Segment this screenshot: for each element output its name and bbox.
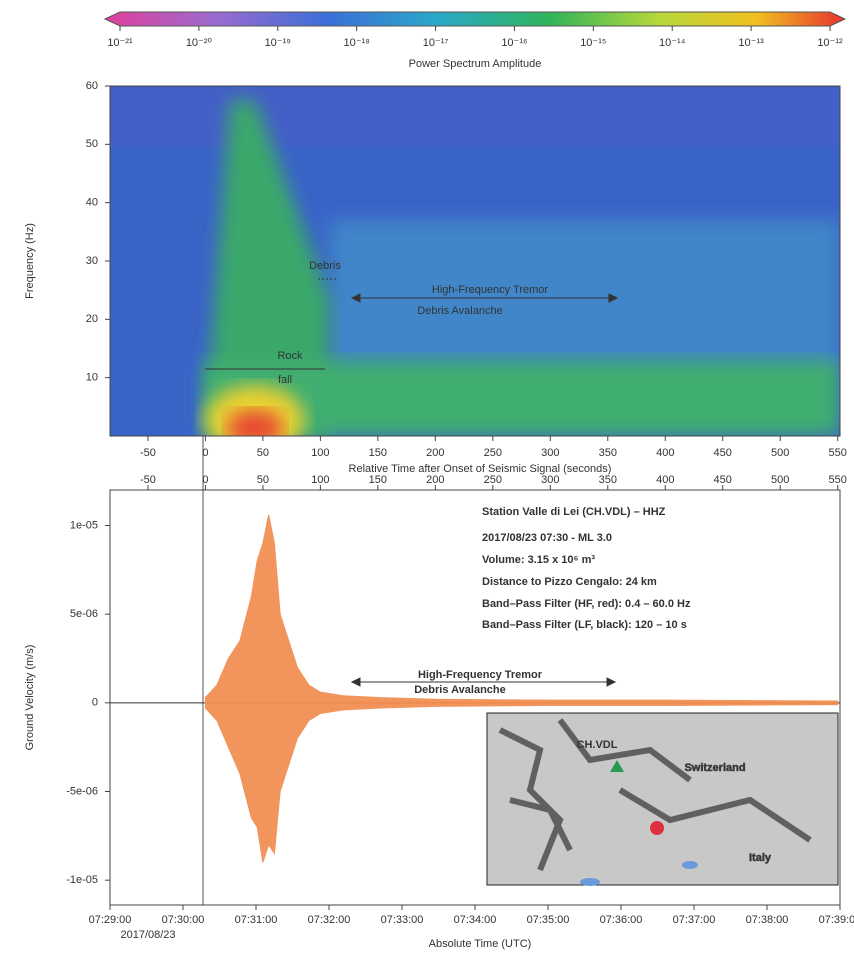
- info-text: Volume: 3.15 x 10⁶ m³: [482, 554, 595, 566]
- x-tick-label: 50: [257, 447, 269, 459]
- x-tick-label: 10⁻²⁰: [186, 37, 213, 49]
- y-tick-label: 60: [86, 80, 98, 92]
- y-tick-label: -5e-06: [66, 785, 98, 797]
- x-tick-label: 100: [311, 447, 329, 459]
- annotation: fall: [278, 374, 292, 386]
- map-inset: [486, 712, 839, 886]
- x-tick-label: 07:34:00: [454, 914, 497, 926]
- y-axis-label: Frequency (Hz): [24, 223, 36, 299]
- x-axis-label: Absolute Time (UTC): [429, 938, 532, 950]
- x-tick-label: 250: [484, 447, 502, 459]
- x-tick-label: 50: [257, 474, 269, 486]
- colorbar: [103, 11, 847, 27]
- x-tick-label: 300: [541, 447, 559, 459]
- x-tick-label: 450: [714, 447, 732, 459]
- x-tick-label: 350: [599, 474, 617, 486]
- spectrogram-arrows: [205, 278, 619, 370]
- x-tick-label: 0: [202, 447, 208, 459]
- x-tick-label: 07:32:00: [308, 914, 351, 926]
- x-tick-label: 07:33:00: [381, 914, 424, 926]
- x-tick-label: 07:29:00: [89, 914, 132, 926]
- x-tick-label: 10⁻¹⁵: [580, 37, 606, 49]
- date-label: 2017/08/23: [120, 929, 175, 941]
- x-tick-label: 550: [829, 474, 847, 486]
- annotation: Debris Avalanche: [414, 684, 506, 696]
- y-tick-label: -1e-05: [66, 874, 98, 886]
- info-text: Band–Pass Filter (HF, red): 0.4 – 60.0 H…: [482, 598, 691, 610]
- x-tick-label: 250: [484, 474, 502, 486]
- x-tick-label: -50: [140, 474, 156, 486]
- x-tick-label: 400: [656, 447, 674, 459]
- x-axis-label: Relative Time after Onset of Seismic Sig…: [349, 463, 612, 475]
- x-tick-label: 07:31:00: [235, 914, 278, 926]
- waveform: [204, 702, 839, 863]
- y-tick-label: 0: [92, 697, 98, 709]
- x-tick-label: 500: [771, 447, 789, 459]
- colorbar-label: Power Spectrum Amplitude: [409, 58, 542, 70]
- x-tick-label: 07:37:00: [673, 914, 716, 926]
- y-tick-label: 5e-06: [70, 608, 98, 620]
- x-tick-label: 10⁻¹⁹: [265, 37, 291, 49]
- x-tick-label: 10⁻¹³: [738, 37, 764, 49]
- annotation: High-Frequency Tremor: [432, 284, 548, 296]
- x-tick-label: 450: [714, 474, 732, 486]
- x-tick-label: 500: [771, 474, 789, 486]
- waveform: [204, 514, 839, 704]
- x-tick-label: -50: [140, 447, 156, 459]
- map-label: CH.VDL: [577, 739, 618, 751]
- x-tick-label: 07:38:00: [746, 914, 789, 926]
- seismogram-arrows: [350, 677, 617, 687]
- x-tick-label: 10⁻¹⁷: [423, 37, 449, 49]
- spectrogram-image: [110, 86, 840, 436]
- x-tick-label: 550: [829, 447, 847, 459]
- y-tick-label: 40: [86, 197, 98, 209]
- x-tick-label: 10⁻²¹: [107, 37, 133, 49]
- info-text: Band–Pass Filter (LF, black): 120 – 10 s: [482, 619, 687, 631]
- x-tick-label: 150: [369, 474, 387, 486]
- y-tick-label: 1e-05: [70, 519, 98, 531]
- annotation: Debris Avalanche: [417, 305, 502, 317]
- x-tick-label: 07:35:00: [527, 914, 570, 926]
- info-text: Station Valle di Lei (CH.VDL) – HHZ: [482, 506, 666, 518]
- annotation: High-Frequency Tremor: [418, 669, 543, 681]
- x-tick-label: 10⁻¹⁸: [343, 37, 369, 49]
- info-text: Distance to Pizzo Cengalo: 24 km: [482, 576, 657, 588]
- map-label: Italy: [749, 852, 772, 864]
- x-tick-label: 100: [311, 474, 329, 486]
- x-tick-label: 10⁻¹⁶: [501, 37, 527, 49]
- x-tick-label: 200: [426, 474, 444, 486]
- x-tick-label: 350: [599, 447, 617, 459]
- y-tick-label: 50: [86, 138, 98, 150]
- y-axis-label: Ground Velocity (m/s): [24, 645, 36, 751]
- x-tick-label: 150: [369, 447, 387, 459]
- y-tick-label: 10: [86, 372, 98, 384]
- annotation: Debris: [309, 260, 341, 272]
- x-tick-label: 07:39:00: [819, 914, 854, 926]
- x-tick-label: 10⁻¹⁴: [659, 37, 686, 49]
- y-tick-label: 30: [86, 255, 98, 267]
- map-label: Switzerland: [684, 762, 745, 774]
- x-tick-label: 200: [426, 447, 444, 459]
- x-tick-label: 07:36:00: [600, 914, 643, 926]
- x-tick-label: 400: [656, 474, 674, 486]
- x-tick-label: 0: [202, 474, 208, 486]
- annotation: Rock: [277, 350, 303, 362]
- x-tick-label: 10⁻¹²: [817, 37, 843, 49]
- y-tick-label: 20: [86, 313, 98, 325]
- x-tick-label: 07:30:00: [162, 914, 205, 926]
- info-text: 2017/08/23 07:30 - ML 3.0: [482, 532, 612, 544]
- x-tick-label: 300: [541, 474, 559, 486]
